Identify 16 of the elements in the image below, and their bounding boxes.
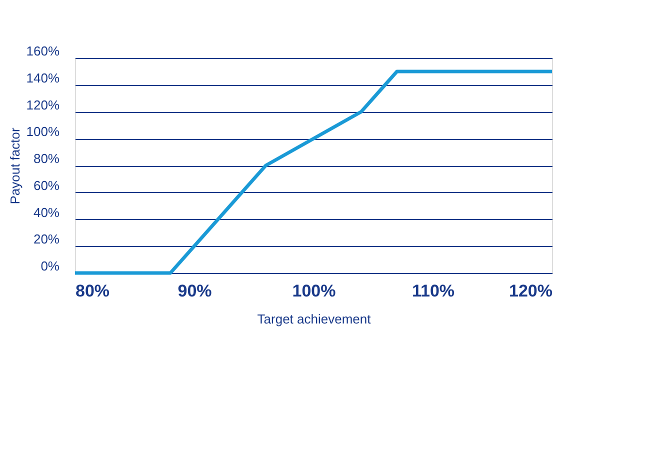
x-tick-label: 100% [292,282,336,300]
y-axis-title: Payout factor [7,127,22,204]
x-tick-label: 110% [412,282,455,300]
y-tick-label: 40% [33,204,60,220]
x-axis-title: Target achievement [257,312,372,326]
y-tick-label: 160% [26,44,60,58]
y-tick-label: 0% [40,258,60,274]
y-tick-label: 120% [26,97,60,112]
x-tick-label: 90% [178,282,212,300]
y-tick-label: 80% [33,151,60,166]
y-tick-label: 100% [26,124,60,140]
y-tick-label: 20% [33,232,60,247]
y-tick-label: 60% [33,178,60,193]
y-tick-label: 140% [26,70,60,86]
x-tick-label: 120% [509,282,552,300]
x-tick-label: 80% [76,282,110,300]
